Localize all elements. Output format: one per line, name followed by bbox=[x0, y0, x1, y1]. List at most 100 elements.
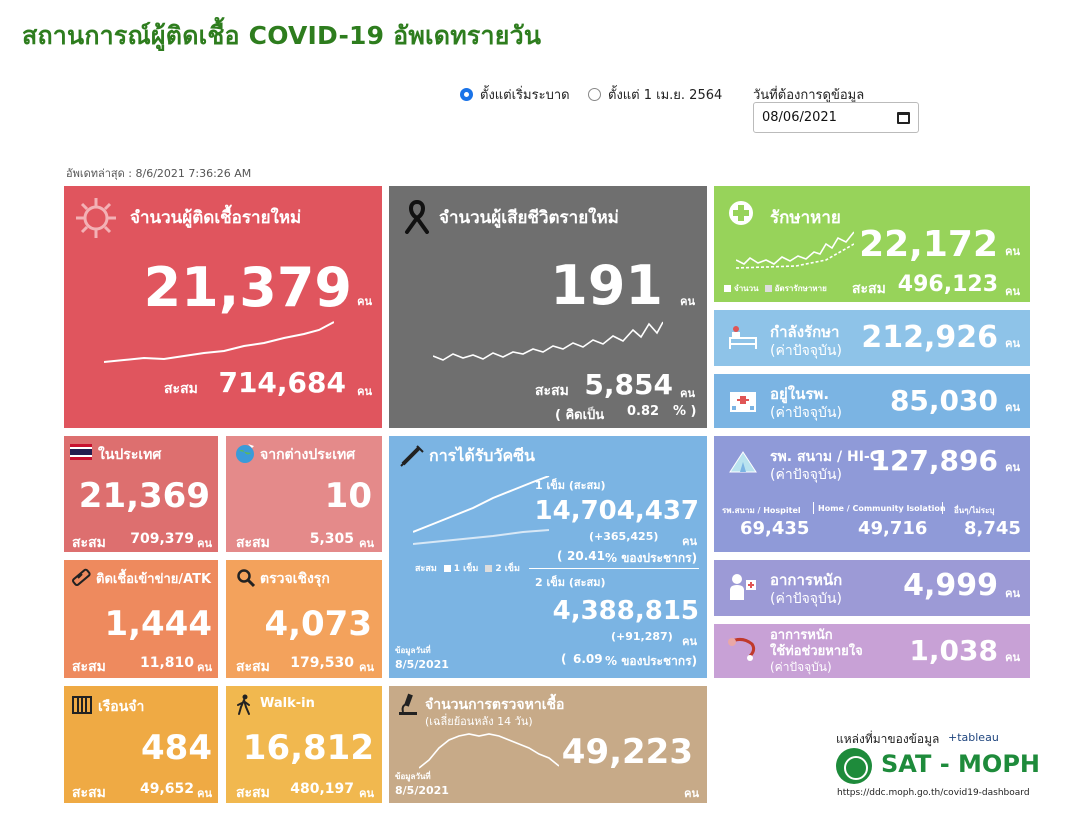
dose1-label: 1 เข็ม (สะสม) bbox=[535, 479, 606, 492]
col-divider-1 bbox=[813, 502, 814, 514]
radio-checked-icon bbox=[460, 88, 473, 101]
tests-sub: (เฉลี่ยย้อนหลัง 14 วัน) bbox=[425, 715, 533, 728]
ventilator-sub: (ค่าปัจจุบัน) bbox=[770, 660, 832, 674]
hospitel-value: 69,435 bbox=[740, 518, 810, 539]
virus-icon bbox=[76, 198, 116, 238]
moph-logo-icon bbox=[836, 748, 872, 784]
new-deaths-cum-label: สะสม bbox=[535, 383, 569, 399]
tableau-logo[interactable]: +tableau bbox=[948, 731, 999, 744]
new-deaths-label: จำนวนผู้เสียชีวิตรายใหม่ bbox=[439, 208, 619, 228]
hospitel-label: รพ.สนาม / Hospitel bbox=[722, 506, 801, 515]
domestic-cum-label: สะสม bbox=[72, 535, 106, 551]
tile-field-hospital[interactable]: รพ. สนาม / HI-CI (ค่าปัจจุบัน) 127,896 ค… bbox=[714, 436, 1030, 552]
field-hospital-sub: (ค่าปัจจุบัน) bbox=[770, 467, 842, 483]
vaccine-legend: สะสม 1 เข็ม 2 เข็ม bbox=[415, 564, 520, 574]
walking-person-icon bbox=[237, 694, 250, 715]
domestic-value: 21,369 bbox=[78, 476, 210, 516]
hospital-value: 85,030 bbox=[889, 384, 998, 417]
legend-dose1-swatch bbox=[443, 564, 451, 572]
domestic-cum-unit: คน bbox=[197, 537, 212, 550]
recovered-cum-unit: คน bbox=[1005, 285, 1020, 298]
tile-walkin[interactable]: Walk-in 16,812 สะสม 480,197 คน bbox=[226, 686, 382, 803]
new-deaths-trend bbox=[433, 321, 663, 361]
calendar-icon[interactable] bbox=[897, 111, 910, 124]
tile-domestic[interactable]: ในประเทศ 21,369 สะสม 709,379 คน bbox=[64, 436, 218, 552]
imported-cum-unit: คน bbox=[359, 537, 374, 550]
test-kit-icon bbox=[71, 568, 91, 587]
severe-label: อาการหนัก bbox=[770, 571, 843, 589]
black-ribbon-icon bbox=[405, 200, 429, 234]
walkin-cum-label: สะสม bbox=[236, 785, 270, 801]
tile-recovered[interactable]: รักษาหาย 22,172 คน จำนวน อัตรารักษาหาย ส… bbox=[714, 186, 1030, 302]
dose1-new: (+365,425) bbox=[589, 530, 659, 543]
tile-jail[interactable]: เรือนจำ 484 สะสม 49,652 คน bbox=[64, 686, 218, 803]
col-divider-2 bbox=[942, 502, 943, 514]
radio-since-outbreak[interactable]: ตั้งแต่เริ่มระบาด bbox=[460, 84, 570, 105]
walkin-value: 16,812 bbox=[242, 728, 374, 768]
date-label: วันที่ต้องการดูข้อมูล bbox=[753, 88, 865, 103]
ventilator-icon bbox=[728, 637, 756, 661]
tile-new-cases[interactable]: จำนวนผู้ติดเชื้อรายใหม่ 21,379 คน สะสม 7… bbox=[64, 186, 382, 428]
dose2-pct: 6.09 bbox=[573, 652, 603, 666]
patient-icon bbox=[730, 574, 756, 600]
home-isolation-label: Home / Community Isolation bbox=[818, 504, 946, 513]
tile-new-deaths[interactable]: จำนวนผู้เสียชีวิตรายใหม่ 191 คน สะสม 5,8… bbox=[389, 186, 707, 428]
dose2-new-unit: คน bbox=[682, 635, 697, 648]
severe-unit: คน bbox=[1005, 587, 1020, 600]
vaccine-date: 8/5/2021 bbox=[395, 658, 449, 671]
microscope-icon bbox=[399, 693, 417, 715]
tile-ventilator[interactable]: อาการหนัก ใช้ท่อช่วยหายใจ (ค่าปัจจุบัน) … bbox=[714, 624, 1030, 678]
tile-vaccine[interactable]: การได้รับวัคซีน สะสม 1 เข็ม 2 เข็ม 1 เข็… bbox=[389, 436, 707, 678]
tile-imported[interactable]: จากต่างประเทศ 10 สะสม 5,305 คน bbox=[226, 436, 382, 552]
ventilator-label2: ใช้ท่อช่วยหายใจ bbox=[770, 644, 863, 659]
jail-value: 484 bbox=[141, 728, 212, 768]
plus-cross-icon bbox=[729, 201, 753, 225]
tests-unit: คน bbox=[684, 787, 699, 800]
new-cases-cumulative: 714,684 bbox=[218, 366, 346, 399]
recovered-legend: จำนวน อัตรารักษาหาย bbox=[724, 282, 827, 295]
new-cases-cum-unit: คน bbox=[357, 385, 372, 398]
globe-plane-icon bbox=[236, 444, 254, 463]
magnifier-icon bbox=[237, 569, 256, 588]
other-value: 8,745 bbox=[964, 518, 1021, 539]
atk-cumulative: 11,810 bbox=[139, 655, 194, 671]
date-input[interactable]: 08/06/2021 bbox=[753, 102, 919, 133]
prison-bars-icon bbox=[72, 696, 92, 714]
treating-sub: (ค่าปัจจุบัน) bbox=[770, 343, 842, 359]
tile-tests[interactable]: จำนวนการตรวจหาเชื้อ (เฉลี่ยย้อนหลัง 14 ว… bbox=[389, 686, 707, 803]
radio-since-april[interactable]: ตั้งแต่ 1 เม.ย. 2564 bbox=[588, 84, 722, 105]
tests-date-label: ข้อมูลวันที่ bbox=[395, 772, 431, 781]
new-cases-label: จำนวนผู้ติดเชื้อรายใหม่ bbox=[130, 208, 302, 228]
dashboard-url[interactable]: https://ddc.moph.go.th/covid19-dashboard bbox=[837, 788, 1030, 798]
sat-moph-logo: SAT - MOPH bbox=[881, 750, 1040, 778]
tile-severe[interactable]: อาการหนัก (ค่าปัจจุบัน) 4,999 คน bbox=[714, 560, 1030, 616]
new-deaths-cum-unit: คน bbox=[680, 387, 695, 400]
hospital-bed-icon bbox=[729, 326, 757, 349]
field-hospital-label: รพ. สนาม / HI-CI bbox=[770, 449, 886, 465]
radio-unchecked-icon bbox=[588, 88, 601, 101]
recovered-value: 22,172 bbox=[859, 224, 998, 265]
atk-label: ติดเชื้อเข้าข่าย/ATK bbox=[96, 572, 212, 587]
tests-date: 8/5/2021 bbox=[395, 784, 449, 797]
hospital-unit: คน bbox=[1005, 401, 1020, 414]
atk-value: 1,444 bbox=[104, 604, 212, 644]
dose1-new-unit: คน bbox=[682, 535, 697, 548]
other-label: อื่นๆ/ไม่ระบุ bbox=[954, 506, 995, 515]
jail-cum-label: สะสม bbox=[72, 785, 106, 801]
vaccine-label: การได้รับวัคซีน bbox=[429, 446, 535, 465]
home-isolation-value: 49,716 bbox=[858, 518, 928, 539]
tile-atk[interactable]: ติดเชื้อเข้าข่าย/ATK 1,444 สะสม 11,810 ค… bbox=[64, 560, 218, 678]
new-deaths-value: 191 bbox=[550, 254, 663, 317]
tile-treating[interactable]: กำลังรักษา (ค่าปัจจุบัน) 212,926 คน bbox=[714, 310, 1030, 366]
imported-label: จากต่างประเทศ bbox=[260, 447, 356, 463]
tile-active-search[interactable]: ตรวจเชิงรุก 4,073 สะสม 179,530 คน bbox=[226, 560, 382, 678]
hospital-sub: (ค่าปัจจุบัน) bbox=[770, 405, 842, 421]
domestic-label: ในประเทศ bbox=[98, 447, 162, 463]
tile-hospital[interactable]: อยู่ในรพ. (ค่าปัจจุบัน) 85,030 คน bbox=[714, 374, 1030, 428]
legend-rate-swatch bbox=[764, 285, 772, 292]
recovered-cumulative: 496,123 bbox=[897, 272, 998, 297]
walkin-label: Walk-in bbox=[260, 696, 315, 711]
jail-label: เรือนจำ bbox=[98, 699, 145, 715]
walkin-cumulative: 480,197 bbox=[290, 781, 354, 797]
new-cases-value: 21,379 bbox=[143, 256, 352, 319]
